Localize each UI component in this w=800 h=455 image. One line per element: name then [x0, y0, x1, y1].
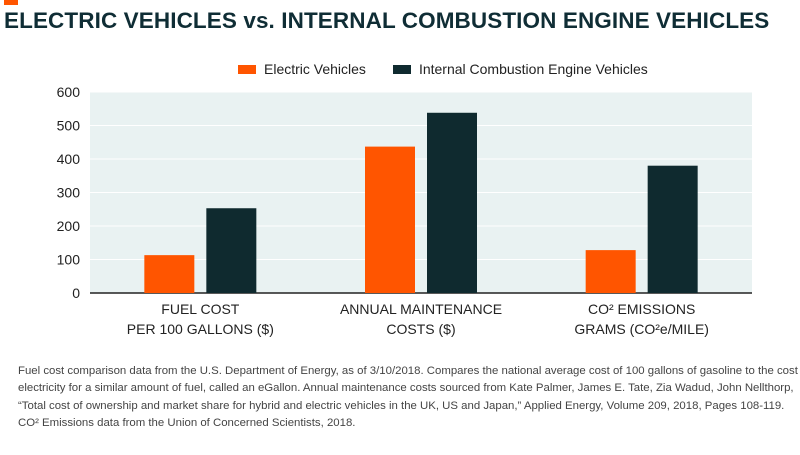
legend-label-electric: Electric Vehicles — [264, 61, 366, 77]
x-category-label: GRAMS (CO²e/MILE) — [574, 321, 709, 337]
footnote-line: “Total cost of ownership and market shar… — [18, 399, 785, 412]
accent-bar — [4, 0, 18, 5]
y-tick-label: 100 — [57, 252, 81, 268]
x-category-label: CO² EMISSIONS — [588, 301, 695, 317]
x-category-label: PER 100 GALLONS ($) — [127, 321, 274, 337]
y-tick-label: 200 — [57, 218, 81, 234]
footnote-line: Fuel cost comparison data from the U.S. … — [18, 365, 800, 377]
bar-electric — [365, 146, 415, 293]
bar-chart: 0 100 200 300 400 500 600 FUEL COST PER 100 GALL… — [57, 84, 752, 337]
footnote: Fuel cost comparison data from the U.S. … — [18, 363, 800, 432]
x-category-label: FUEL COST — [161, 301, 239, 317]
x-category-label: ANNUAL MAINTENANCE — [340, 301, 502, 317]
bar-ice — [427, 112, 477, 294]
y-tick-label: 300 — [57, 185, 81, 201]
y-tick-label: 500 — [57, 118, 81, 134]
legend: Electric Vehicles Internal Combustion En… — [238, 61, 648, 77]
bar-electric — [144, 255, 195, 293]
bar-ice — [206, 208, 257, 293]
bar-electric — [585, 250, 636, 293]
y-tick-label: 0 — [72, 285, 80, 301]
bar-ice — [647, 165, 698, 293]
legend-label-ice: Internal Combustion Engine Vehicles — [418, 61, 648, 77]
footnote-line: CO² Emissions data from the Union of Con… — [18, 416, 356, 429]
legend-swatch-electric — [238, 64, 256, 74]
y-tick-label: 600 — [57, 84, 81, 100]
legend-item-ice: Internal Combustion Engine Vehicles — [392, 61, 648, 77]
chart-title: ELECTRIC VEHICLES vs. INTERNAL COMBUSTIO… — [4, 8, 770, 33]
x-category-label: COSTS ($) — [386, 321, 455, 337]
y-tick-label: 400 — [57, 151, 81, 167]
footnote-line: electricity for a similar amount of fuel… — [18, 382, 794, 395]
legend-swatch-ice — [392, 64, 411, 74]
legend-item-electric: Electric Vehicles — [238, 61, 366, 77]
